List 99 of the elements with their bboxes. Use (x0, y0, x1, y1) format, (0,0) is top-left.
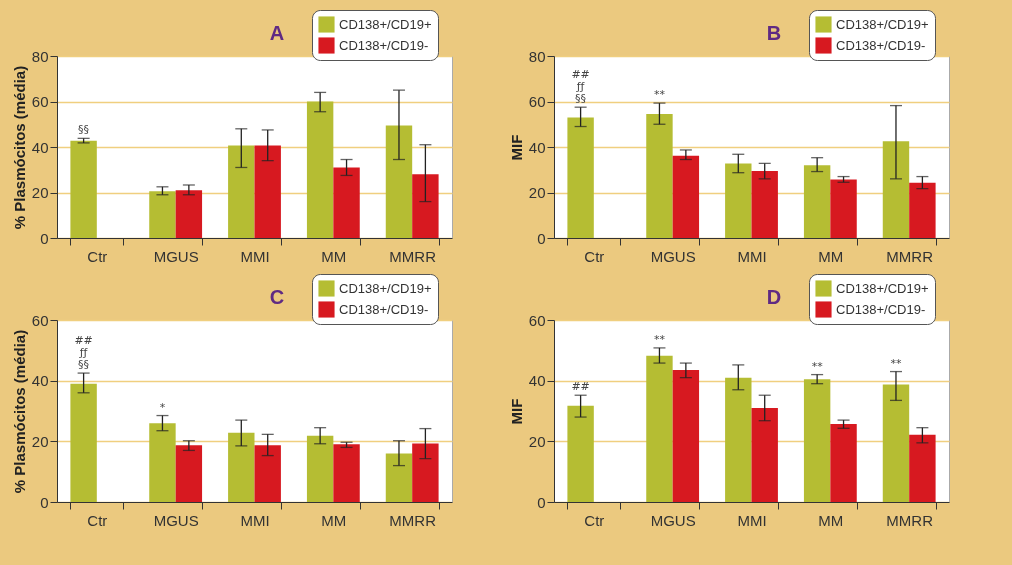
legend-label: CD138+/CD19+ (339, 16, 432, 32)
bar (254, 145, 281, 238)
annotation: ## ƒƒ §§ (571, 68, 590, 106)
y-tick-label: 60 (31, 93, 49, 110)
x-tick-label: MGUS (650, 247, 696, 265)
y-tick-label: 60 (31, 311, 49, 329)
bar (175, 445, 203, 502)
bar (830, 179, 857, 238)
bar (672, 155, 700, 238)
bar (412, 443, 439, 502)
chart-title: B (766, 22, 782, 44)
legend-label: CD138+/CD19+ (836, 280, 929, 296)
x-tick-label: Ctr (584, 247, 605, 265)
x-tick-label: MGUS (650, 511, 696, 529)
bar (70, 383, 97, 502)
bar (909, 182, 936, 238)
legend-label: CD138+/CD19- (339, 37, 429, 53)
bar (385, 125, 413, 238)
y-tick-label: 20 (31, 184, 49, 201)
y-tick-label: 80 (31, 47, 49, 65)
bar (175, 190, 203, 238)
bar (803, 165, 831, 238)
y-tick-label: 20 (31, 432, 49, 450)
x-tick-label: Ctr (584, 511, 605, 529)
bar (149, 191, 176, 238)
annotation: ** (653, 88, 666, 102)
legend-label: CD138+/CD19- (836, 301, 926, 317)
y-axis-title: % Plasmócitos (média) (10, 65, 28, 230)
x-tick-label: MMRR (389, 247, 437, 265)
annotation: ## (571, 380, 590, 394)
bar (306, 101, 334, 238)
bar (70, 140, 97, 238)
bar (567, 117, 594, 238)
y-axis-title: MIF (507, 398, 525, 425)
bar (882, 141, 910, 238)
y-tick-label: 20 (528, 432, 546, 450)
y-tick-label: 0 (537, 229, 546, 247)
chart-title: C (269, 286, 285, 308)
y-tick-label: 40 (31, 138, 49, 156)
legend-label: CD138+/CD19- (836, 37, 926, 53)
annotation: ** (653, 332, 666, 346)
x-tick-label: MMRR (389, 511, 437, 529)
bar (149, 423, 176, 502)
bar (254, 445, 281, 502)
y-axis-title: % Plasmócitos (média) (10, 329, 28, 494)
bar (646, 355, 673, 502)
bar (751, 170, 778, 238)
bar (751, 407, 778, 502)
annotation: * (159, 400, 166, 414)
bar (306, 435, 334, 502)
y-tick-label: 0 (40, 493, 49, 511)
legend-label: CD138+/CD19- (339, 301, 429, 317)
annotation: ## ƒƒ §§ (74, 334, 93, 372)
chart-title: A (269, 22, 285, 44)
x-tick-label: MMI (737, 247, 767, 265)
x-tick-label: MMRR (886, 247, 934, 265)
bar (228, 432, 255, 502)
x-tick-label: MMI (240, 511, 270, 529)
y-tick-label: 80 (528, 47, 546, 65)
legend-label: CD138+/CD19+ (836, 16, 929, 32)
y-tick-label: 40 (528, 372, 546, 390)
y-tick-label: 0 (537, 493, 546, 511)
y-tick-label: 0 (40, 229, 49, 247)
bar (646, 114, 673, 238)
bar (333, 444, 360, 502)
bar (725, 377, 752, 502)
bar (333, 167, 360, 238)
bar (803, 379, 831, 502)
bar (567, 405, 594, 502)
bar (909, 434, 936, 502)
x-tick-label: Ctr (87, 511, 108, 529)
x-tick-label: Ctr (87, 247, 108, 265)
annotation: ** (811, 359, 824, 373)
bar (882, 384, 910, 502)
annotation: §§ (78, 123, 90, 137)
y-tick-label: 20 (528, 184, 546, 201)
y-tick-label: 60 (528, 93, 546, 110)
y-tick-label: 40 (31, 372, 49, 390)
chart-title: D (766, 286, 782, 308)
x-tick-label: MM (321, 247, 347, 265)
annotation: ** (890, 356, 902, 370)
y-tick-label: 40 (528, 138, 546, 156)
x-tick-label: MMRR (886, 511, 934, 529)
bar (725, 163, 752, 238)
bar (412, 174, 439, 238)
x-tick-label: MM (321, 511, 347, 529)
x-tick-label: MGUS (153, 511, 199, 529)
x-tick-label: MMI (240, 247, 270, 265)
bar (672, 370, 700, 502)
bar (830, 424, 857, 502)
x-tick-label: MM (818, 247, 844, 265)
x-tick-label: MGUS (153, 247, 199, 265)
x-tick-label: MM (818, 511, 844, 529)
x-tick-label: MMI (737, 511, 767, 529)
y-tick-label: 60 (528, 311, 546, 329)
legend-label: CD138+/CD19+ (339, 280, 432, 296)
bar (228, 145, 255, 238)
y-axis-title: MIF (507, 134, 525, 161)
bar (385, 453, 413, 502)
